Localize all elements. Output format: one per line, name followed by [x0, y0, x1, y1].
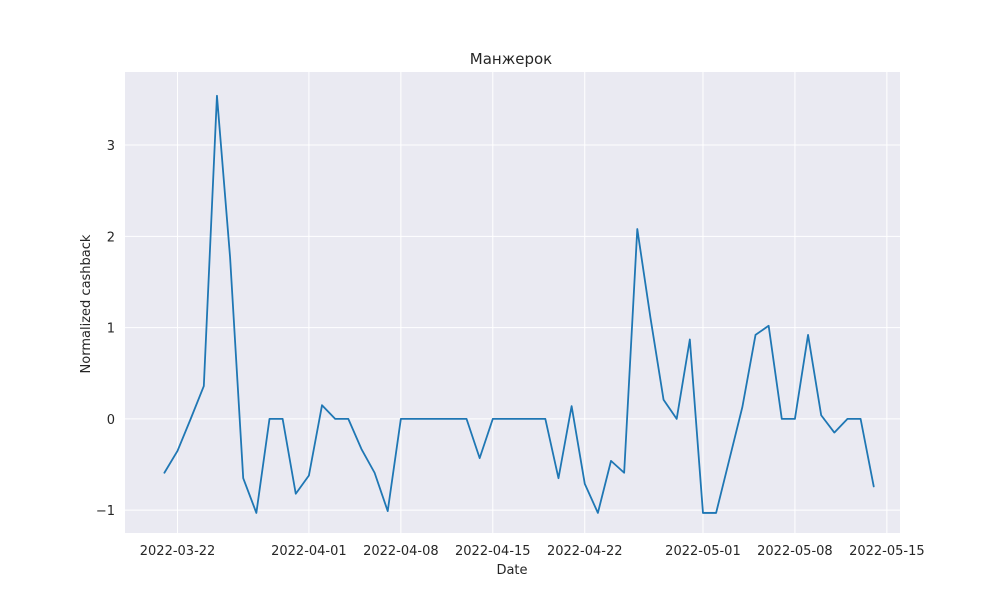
x-tick-label: 2022-05-08 [757, 544, 833, 559]
y-tick-label: 1 [107, 322, 115, 337]
y-axis-label: Normalized cashback [79, 234, 94, 373]
chart-title: Манжерок [470, 50, 552, 68]
series-line [163, 94, 875, 514]
plot-area [125, 72, 900, 533]
x-tick-label: 2022-04-22 [547, 544, 623, 559]
x-tick-label: 2022-05-01 [665, 544, 741, 559]
x-axis-label: Date [496, 563, 527, 578]
x-tick-labels: 2022-03-22 2022-04-01 2022-04-08 2022-04-15… [140, 544, 925, 559]
y-tick-label: 0 [107, 413, 115, 428]
y-tick-label: 3 [107, 139, 115, 154]
y-tick-labels: −1 0 1 2 3 [96, 139, 115, 519]
series-layer [163, 94, 875, 514]
y-tick-label: −1 [96, 504, 115, 519]
y-gridlines [125, 144, 900, 511]
x-tick-label: 2022-04-08 [363, 544, 439, 559]
x-tick-label: 2022-05-15 [849, 544, 925, 559]
y-tick-label: 2 [107, 230, 115, 245]
x-tick-label: 2022-04-01 [271, 544, 347, 559]
x-tick-label: 2022-04-15 [455, 544, 531, 559]
x-tick-label: 2022-03-22 [140, 544, 216, 559]
x-gridlines [177, 72, 888, 533]
